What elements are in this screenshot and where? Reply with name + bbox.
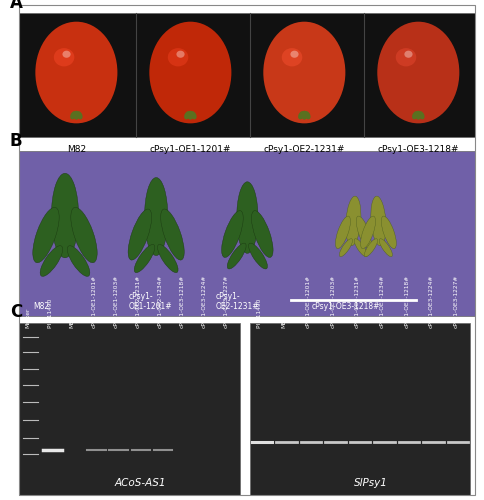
Ellipse shape [417,111,424,120]
Ellipse shape [380,216,395,248]
Ellipse shape [67,246,90,276]
Ellipse shape [251,210,272,258]
Ellipse shape [411,111,418,120]
Ellipse shape [157,244,178,272]
Text: PI 111490: PI 111490 [47,299,52,328]
Ellipse shape [40,246,62,276]
Text: cPsy1-OE1-1201#: cPsy1-OE1-1201# [149,145,231,154]
Text: Marker: Marker [25,308,30,328]
Ellipse shape [54,48,74,66]
Bar [249,322,469,495]
Ellipse shape [76,111,82,120]
Ellipse shape [39,30,113,121]
Ellipse shape [380,30,454,121]
Ellipse shape [378,238,392,256]
Text: M82: M82 [33,302,49,311]
Ellipse shape [395,48,415,66]
Ellipse shape [345,196,360,246]
Ellipse shape [355,216,370,248]
Text: cPsy1-OE1-1201#: cPsy1-OE1-1201# [91,276,96,328]
Text: cPsy1-
OE1-1201#: cPsy1- OE1-1201# [129,292,172,311]
Text: M82: M82 [281,316,286,328]
Text: cPsy1-OE3-1218#: cPsy1-OE3-1218# [180,276,184,328]
Ellipse shape [248,243,267,269]
Text: cPsy1-OE3-1218#: cPsy1-OE3-1218# [377,145,458,154]
Text: A: A [10,0,23,12]
Text: cPsy1-OE2-1234#: cPsy1-OE2-1234# [379,275,384,328]
Ellipse shape [160,209,184,260]
Text: cPsy1-OE1-1203#: cPsy1-OE1-1203# [330,276,335,328]
Ellipse shape [71,208,97,262]
Ellipse shape [167,48,188,66]
Ellipse shape [62,50,71,58]
Ellipse shape [51,174,78,258]
Ellipse shape [303,111,310,120]
Ellipse shape [74,110,79,120]
Bar [19,322,240,495]
Ellipse shape [149,22,231,124]
Ellipse shape [370,196,385,246]
Ellipse shape [221,210,242,258]
Text: C: C [10,303,22,321]
Ellipse shape [187,110,193,120]
Bar [19,151,474,316]
Text: cPsy1-OE2-1231#: cPsy1-OE2-1231# [354,276,359,328]
Ellipse shape [267,30,341,121]
Ellipse shape [176,50,184,58]
Text: PI 111490: PI 111490 [257,299,261,328]
Text: cPsy1-OE1-1201#: cPsy1-OE1-1201# [305,276,310,328]
Text: cPsy1-OE2-1234#: cPsy1-OE2-1234# [157,275,163,328]
Ellipse shape [236,182,257,254]
Ellipse shape [339,238,352,256]
Ellipse shape [144,178,167,256]
Ellipse shape [153,30,227,121]
Text: cPsy1-
OE2-1231#: cPsy1- OE2-1231# [215,292,258,311]
Ellipse shape [70,111,76,120]
Text: SlPsy1: SlPsy1 [353,478,387,488]
Ellipse shape [353,238,366,256]
Ellipse shape [184,111,190,120]
Ellipse shape [281,48,302,66]
Text: cPsy1-OE3-1218#: cPsy1-OE3-1218# [311,302,379,311]
Ellipse shape [404,50,412,58]
Text: M82: M82 [67,145,86,154]
Ellipse shape [128,209,151,260]
Ellipse shape [190,111,196,120]
Ellipse shape [35,22,117,124]
Text: M82: M82 [69,316,75,328]
Ellipse shape [298,111,304,120]
Ellipse shape [263,22,345,124]
Text: cPsy1-OE3-1224#: cPsy1-OE3-1224# [201,275,207,328]
Ellipse shape [414,110,421,120]
Text: cPsy1-OE3-1227#: cPsy1-OE3-1227# [452,275,457,328]
Text: B: B [10,132,22,150]
Ellipse shape [290,50,298,58]
Text: ACoS-AS1: ACoS-AS1 [115,478,166,488]
Ellipse shape [301,110,307,120]
Text: cPsy1-OE3-1224#: cPsy1-OE3-1224# [428,275,433,328]
Ellipse shape [33,208,59,262]
Text: cPsy1-OE1-1203#: cPsy1-OE1-1203# [113,276,119,328]
Text: cPsy1-OE3-1218#: cPsy1-OE3-1218# [403,276,408,328]
Text: cPsy1-OE2-1231#: cPsy1-OE2-1231# [263,145,344,154]
Text: cPsy1-OE2-1231#: cPsy1-OE2-1231# [136,276,140,328]
Ellipse shape [363,238,377,256]
Bar [19,13,474,137]
Ellipse shape [360,216,375,248]
Ellipse shape [335,216,350,248]
Ellipse shape [134,244,154,272]
Ellipse shape [377,22,458,124]
Text: cPsy1-OE3-1227#: cPsy1-OE3-1227# [224,275,228,328]
Ellipse shape [227,243,245,269]
